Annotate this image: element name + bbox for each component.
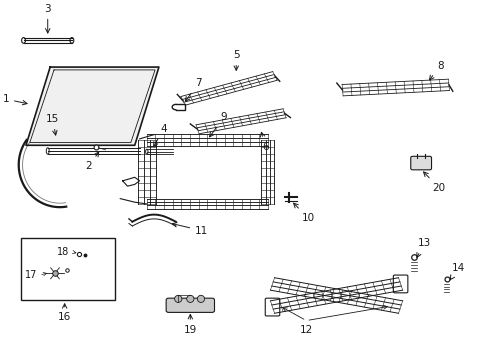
Text: 2: 2 xyxy=(85,152,99,171)
Ellipse shape xyxy=(197,295,204,302)
Polygon shape xyxy=(26,67,159,145)
Text: 20: 20 xyxy=(423,172,444,193)
Text: 14: 14 xyxy=(449,263,464,280)
Text: 3: 3 xyxy=(44,4,51,33)
Text: 18: 18 xyxy=(57,247,69,257)
Text: 10: 10 xyxy=(293,203,314,223)
Ellipse shape xyxy=(70,37,74,43)
Ellipse shape xyxy=(186,295,194,302)
Bar xyxy=(21,238,115,300)
Ellipse shape xyxy=(145,149,148,154)
Text: 15: 15 xyxy=(46,114,59,135)
Ellipse shape xyxy=(174,295,182,302)
Text: 7: 7 xyxy=(185,78,202,101)
Text: 1: 1 xyxy=(2,94,27,105)
FancyBboxPatch shape xyxy=(166,298,214,312)
Text: 16: 16 xyxy=(58,304,71,323)
Text: 17: 17 xyxy=(25,270,37,280)
FancyBboxPatch shape xyxy=(392,275,407,293)
Text: 5: 5 xyxy=(232,50,239,70)
Text: 11: 11 xyxy=(172,222,208,235)
Text: 9: 9 xyxy=(209,112,227,137)
FancyBboxPatch shape xyxy=(264,298,279,316)
Text: 19: 19 xyxy=(183,315,197,335)
Text: 4: 4 xyxy=(153,124,167,147)
Ellipse shape xyxy=(46,148,49,154)
FancyBboxPatch shape xyxy=(410,156,430,170)
Text: 13: 13 xyxy=(416,238,430,257)
Text: 8: 8 xyxy=(428,60,443,80)
Text: 12: 12 xyxy=(299,325,312,335)
Ellipse shape xyxy=(21,37,25,43)
Text: 6: 6 xyxy=(260,132,268,152)
